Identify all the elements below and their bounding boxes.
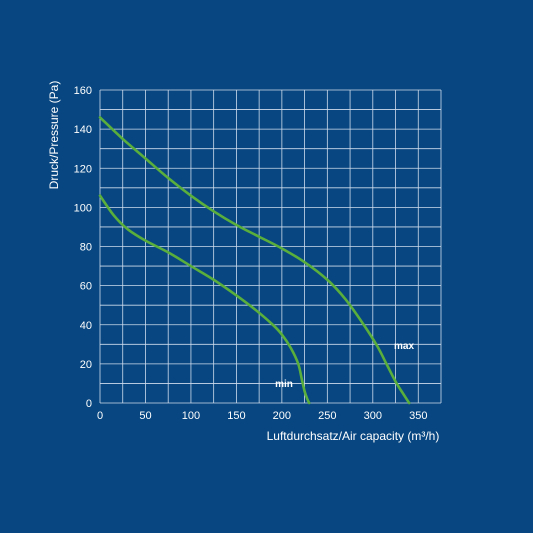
grid bbox=[99, 89, 442, 404]
x-axis-label: Luftdurchsatz/Air capacity (m³/h) bbox=[267, 429, 440, 443]
y-tick-label: 0 bbox=[86, 398, 92, 410]
tick-labels: 0 50 100 150 200 250 300 350 0 20 40 60 80 100 120 140 1… bbox=[74, 85, 428, 422]
y-tick-label: 100 bbox=[74, 202, 92, 214]
curves bbox=[98, 116, 411, 405]
y-axis-label: Druck/Pressure (Pa) bbox=[47, 81, 61, 190]
y-tick-label: 20 bbox=[80, 359, 92, 371]
x-tick-label: 350 bbox=[409, 410, 427, 422]
x-tick-label: 250 bbox=[318, 410, 336, 422]
x-tick-label: 50 bbox=[139, 410, 151, 422]
series-label-max: max bbox=[394, 341, 414, 352]
y-tick-label: 160 bbox=[74, 85, 92, 97]
y-tick-label: 140 bbox=[74, 124, 92, 136]
x-tick-label: 100 bbox=[182, 410, 200, 422]
y-tick-label: 120 bbox=[74, 163, 92, 175]
x-tick-label: 150 bbox=[227, 410, 245, 422]
series-label-min: min bbox=[275, 379, 293, 390]
x-tick-label: 300 bbox=[364, 410, 382, 422]
y-tick-label: 80 bbox=[80, 242, 92, 254]
x-tick-label: 200 bbox=[273, 410, 291, 422]
y-tick-label: 60 bbox=[80, 281, 92, 293]
series-line-max bbox=[98, 116, 411, 405]
x-tick-label: 0 bbox=[97, 410, 103, 422]
y-tick-label: 40 bbox=[80, 320, 92, 332]
series-line-min bbox=[98, 194, 311, 405]
